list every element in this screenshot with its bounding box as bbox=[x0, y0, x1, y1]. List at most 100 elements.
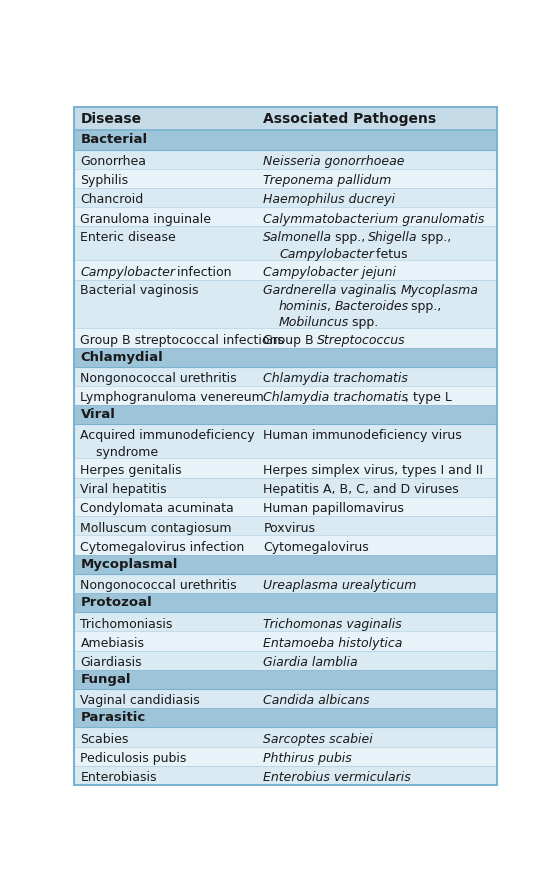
Text: Haemophilus ducreyi: Haemophilus ducreyi bbox=[263, 193, 395, 207]
Bar bbox=[74, 226, 497, 260]
Text: fetus: fetus bbox=[372, 248, 408, 260]
Text: Salmonella: Salmonella bbox=[263, 230, 333, 244]
Text: Vaginal candidiasis: Vaginal candidiasis bbox=[80, 694, 200, 707]
Bar bbox=[74, 497, 497, 517]
Text: Bacterial: Bacterial bbox=[80, 133, 148, 147]
Text: Herpes simplex virus, types I and II: Herpes simplex virus, types I and II bbox=[263, 464, 483, 477]
Text: Ureaplasma urealyticum: Ureaplasma urealyticum bbox=[263, 579, 417, 592]
Text: Mycoplasmal: Mycoplasmal bbox=[80, 558, 178, 570]
Bar bbox=[74, 670, 497, 689]
Text: Lymphogranuloma venereum: Lymphogranuloma venereum bbox=[80, 391, 264, 404]
Text: Group B streptococcal infections: Group B streptococcal infections bbox=[80, 334, 285, 347]
Text: Amebiasis: Amebiasis bbox=[80, 637, 144, 650]
Text: Condylomata acuminata: Condylomata acuminata bbox=[80, 502, 234, 516]
Text: Nongonococcal urethritis: Nongonococcal urethritis bbox=[80, 373, 237, 385]
Text: , type L: , type L bbox=[405, 391, 452, 404]
Text: Entamoeba histolytica: Entamoeba histolytica bbox=[263, 637, 403, 650]
Text: Campylobacter jejuni: Campylobacter jejuni bbox=[263, 266, 397, 279]
Bar bbox=[74, 107, 497, 131]
Text: Human papillomavirus: Human papillomavirus bbox=[263, 502, 404, 516]
Bar bbox=[74, 260, 497, 280]
Bar bbox=[74, 612, 497, 631]
Bar bbox=[74, 149, 497, 169]
Bar bbox=[74, 169, 497, 188]
Bar bbox=[74, 366, 497, 386]
Text: Viral hepatitis: Viral hepatitis bbox=[80, 483, 167, 496]
Text: Calymmatobacterium granulomatis: Calymmatobacterium granulomatis bbox=[263, 213, 485, 226]
Text: Shigella: Shigella bbox=[368, 230, 418, 244]
Bar bbox=[74, 728, 497, 747]
Text: Human immunodeficiency virus: Human immunodeficiency virus bbox=[263, 429, 462, 442]
Text: Molluscum contagiosum: Molluscum contagiosum bbox=[80, 522, 232, 534]
Bar bbox=[74, 517, 497, 535]
Text: Pediculosis pubis: Pediculosis pubis bbox=[80, 752, 187, 765]
Text: Disease: Disease bbox=[80, 111, 141, 125]
Text: Group B: Group B bbox=[263, 334, 318, 347]
Text: spp.,: spp., bbox=[417, 230, 451, 244]
Text: Nongonococcal urethritis: Nongonococcal urethritis bbox=[80, 579, 237, 592]
Text: Enterobius vermicularis: Enterobius vermicularis bbox=[263, 772, 411, 784]
Bar bbox=[74, 747, 497, 766]
Text: Scabies: Scabies bbox=[80, 733, 129, 746]
Text: Hepatitis A, B, C, and D viruses: Hepatitis A, B, C, and D viruses bbox=[263, 483, 459, 496]
Text: Chlamydial: Chlamydial bbox=[80, 351, 163, 364]
Bar bbox=[74, 555, 497, 574]
Bar bbox=[74, 631, 497, 651]
Text: hominis: hominis bbox=[279, 300, 328, 313]
Bar bbox=[74, 708, 497, 728]
Text: Giardiasis: Giardiasis bbox=[80, 656, 142, 669]
Text: Candida albicans: Candida albicans bbox=[263, 694, 370, 707]
Text: Viral: Viral bbox=[80, 408, 115, 421]
Text: spp.,: spp., bbox=[331, 230, 369, 244]
Text: Campylobacter: Campylobacter bbox=[80, 266, 175, 279]
Text: syndrome: syndrome bbox=[89, 446, 158, 459]
Text: Poxvirus: Poxvirus bbox=[263, 522, 315, 534]
Text: spp.: spp. bbox=[348, 316, 378, 329]
Bar bbox=[74, 535, 497, 555]
Bar bbox=[74, 425, 497, 458]
Bar bbox=[74, 208, 497, 226]
Text: Trichomonas vaginalis: Trichomonas vaginalis bbox=[263, 617, 402, 630]
Bar bbox=[74, 131, 497, 149]
Bar bbox=[74, 651, 497, 670]
Text: Streptococcus: Streptococcus bbox=[317, 334, 405, 347]
Text: Bacteroides: Bacteroides bbox=[335, 300, 409, 313]
Text: Chlamydia trachomatis: Chlamydia trachomatis bbox=[263, 373, 408, 385]
Text: Campylobacter: Campylobacter bbox=[279, 248, 374, 260]
Bar bbox=[74, 328, 497, 348]
Text: ,: , bbox=[327, 300, 335, 313]
Text: Mobiluncus: Mobiluncus bbox=[279, 316, 349, 329]
Text: Treponema pallidum: Treponema pallidum bbox=[263, 174, 392, 187]
Bar bbox=[74, 478, 497, 497]
Text: Trichomoniasis: Trichomoniasis bbox=[80, 617, 173, 630]
Text: Phthirus pubis: Phthirus pubis bbox=[263, 752, 352, 765]
Text: Protozoal: Protozoal bbox=[80, 596, 152, 609]
Text: Sarcoptes scabiei: Sarcoptes scabiei bbox=[263, 733, 373, 746]
Text: Mycoplasma: Mycoplasma bbox=[401, 283, 479, 297]
Text: Gonorrhea: Gonorrhea bbox=[80, 155, 146, 168]
Bar bbox=[74, 188, 497, 208]
Bar bbox=[74, 593, 497, 612]
Text: Syphilis: Syphilis bbox=[80, 174, 129, 187]
Text: infection: infection bbox=[173, 266, 232, 279]
Bar bbox=[74, 280, 497, 328]
Bar bbox=[74, 574, 497, 593]
Bar bbox=[74, 386, 497, 405]
Bar bbox=[74, 348, 497, 366]
Bar bbox=[74, 405, 497, 425]
Text: Enterobiasis: Enterobiasis bbox=[80, 772, 157, 784]
Text: Neisseria gonorrhoeae: Neisseria gonorrhoeae bbox=[263, 155, 405, 168]
Text: Herpes genitalis: Herpes genitalis bbox=[80, 464, 182, 477]
Bar bbox=[74, 689, 497, 708]
Text: Gardnerella vaginalis: Gardnerella vaginalis bbox=[263, 283, 396, 297]
Bar bbox=[74, 458, 497, 478]
Text: Bacterial vaginosis: Bacterial vaginosis bbox=[80, 283, 199, 297]
Text: Associated Pathogens: Associated Pathogens bbox=[263, 111, 437, 125]
Text: Acquired immunodeficiency: Acquired immunodeficiency bbox=[80, 429, 255, 442]
Text: Giardia lamblia: Giardia lamblia bbox=[263, 656, 358, 669]
Bar bbox=[74, 766, 497, 785]
Text: ,: , bbox=[393, 283, 401, 297]
Text: Cytomegalovirus infection: Cytomegalovirus infection bbox=[80, 540, 245, 554]
Text: Chancroid: Chancroid bbox=[80, 193, 144, 207]
Text: spp.,: spp., bbox=[407, 300, 442, 313]
